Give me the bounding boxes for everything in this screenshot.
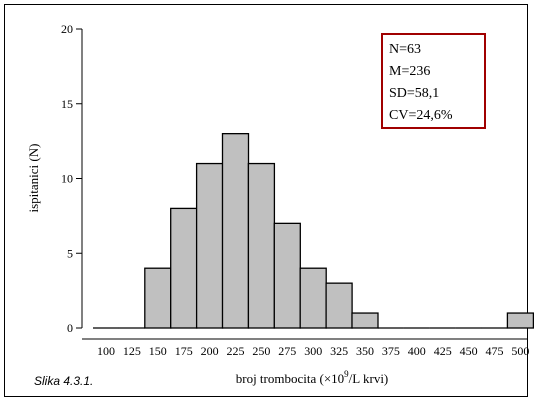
x-tick-label-225: 225 [227,344,245,358]
x-tick-label-250: 250 [252,344,270,358]
x-tick-label-375: 375 [382,344,400,358]
bar-150 [144,267,172,329]
x-tick-label-200: 200 [201,344,219,358]
stats-box-border [381,33,486,129]
x-tick-label-450: 450 [460,344,478,358]
bar-350 [351,312,379,329]
bar-250 [247,162,276,329]
y-tick-label-10: 10 [61,172,73,186]
x-tick-label-400: 400 [408,344,426,358]
stats-mean: M=236 [389,64,430,79]
bar-175 [170,207,198,329]
y-tick-label-5: 5 [67,246,73,260]
x-tick-label-325: 325 [330,344,348,358]
x-axis-title-prefix: broj trombocita ( [236,371,324,386]
stats-sd: SD=58,1 [389,86,439,101]
bar-325 [325,282,353,329]
bar-300 [299,267,327,329]
y-tick-label-15: 15 [61,97,73,111]
x-tick-label-300: 300 [304,344,322,358]
x-axis-title-exponent: 9 [344,369,349,379]
bar-225 [221,132,250,329]
x-tick-label-150: 150 [149,344,167,358]
x-tick-label-350: 350 [356,344,374,358]
bar-200 [195,162,224,329]
x-tick-label-275: 275 [278,344,296,358]
x-tick-label-475: 475 [486,344,504,358]
axes-layer [76,28,528,340]
x-tick-label-100: 100 [97,344,115,358]
labels-layer: 100 125 150 175 200 225 250 275 300 325 350 375 400 4… [61,22,529,358]
x-axis-title-suffix: /L krvi) [349,371,389,386]
x-tick-label-500: 500 [511,344,529,358]
figure-caption: Slika 4.3.1. [34,374,93,388]
x-axis-title: broj trombocita (×109/L krvi) [236,369,389,386]
bars-layer [93,132,534,329]
y-axis-title: ispitanici (N) [26,144,41,213]
y-tick-label-20: 20 [61,22,73,36]
x-tick-label-125: 125 [123,344,141,358]
x-tick-label-175: 175 [175,344,193,358]
y-tick-label-0: 0 [67,321,73,335]
stats-box: N=63 M=236 SD=58,1 CV=24,6% [381,33,486,129]
bar-500 [506,312,534,329]
x-axis-title-times: ×10 [324,371,344,386]
stats-n: N=63 [389,42,421,57]
bar-275 [273,222,301,329]
stats-cv: CV=24,6% [389,108,453,123]
x-tick-label-425: 425 [434,344,452,358]
